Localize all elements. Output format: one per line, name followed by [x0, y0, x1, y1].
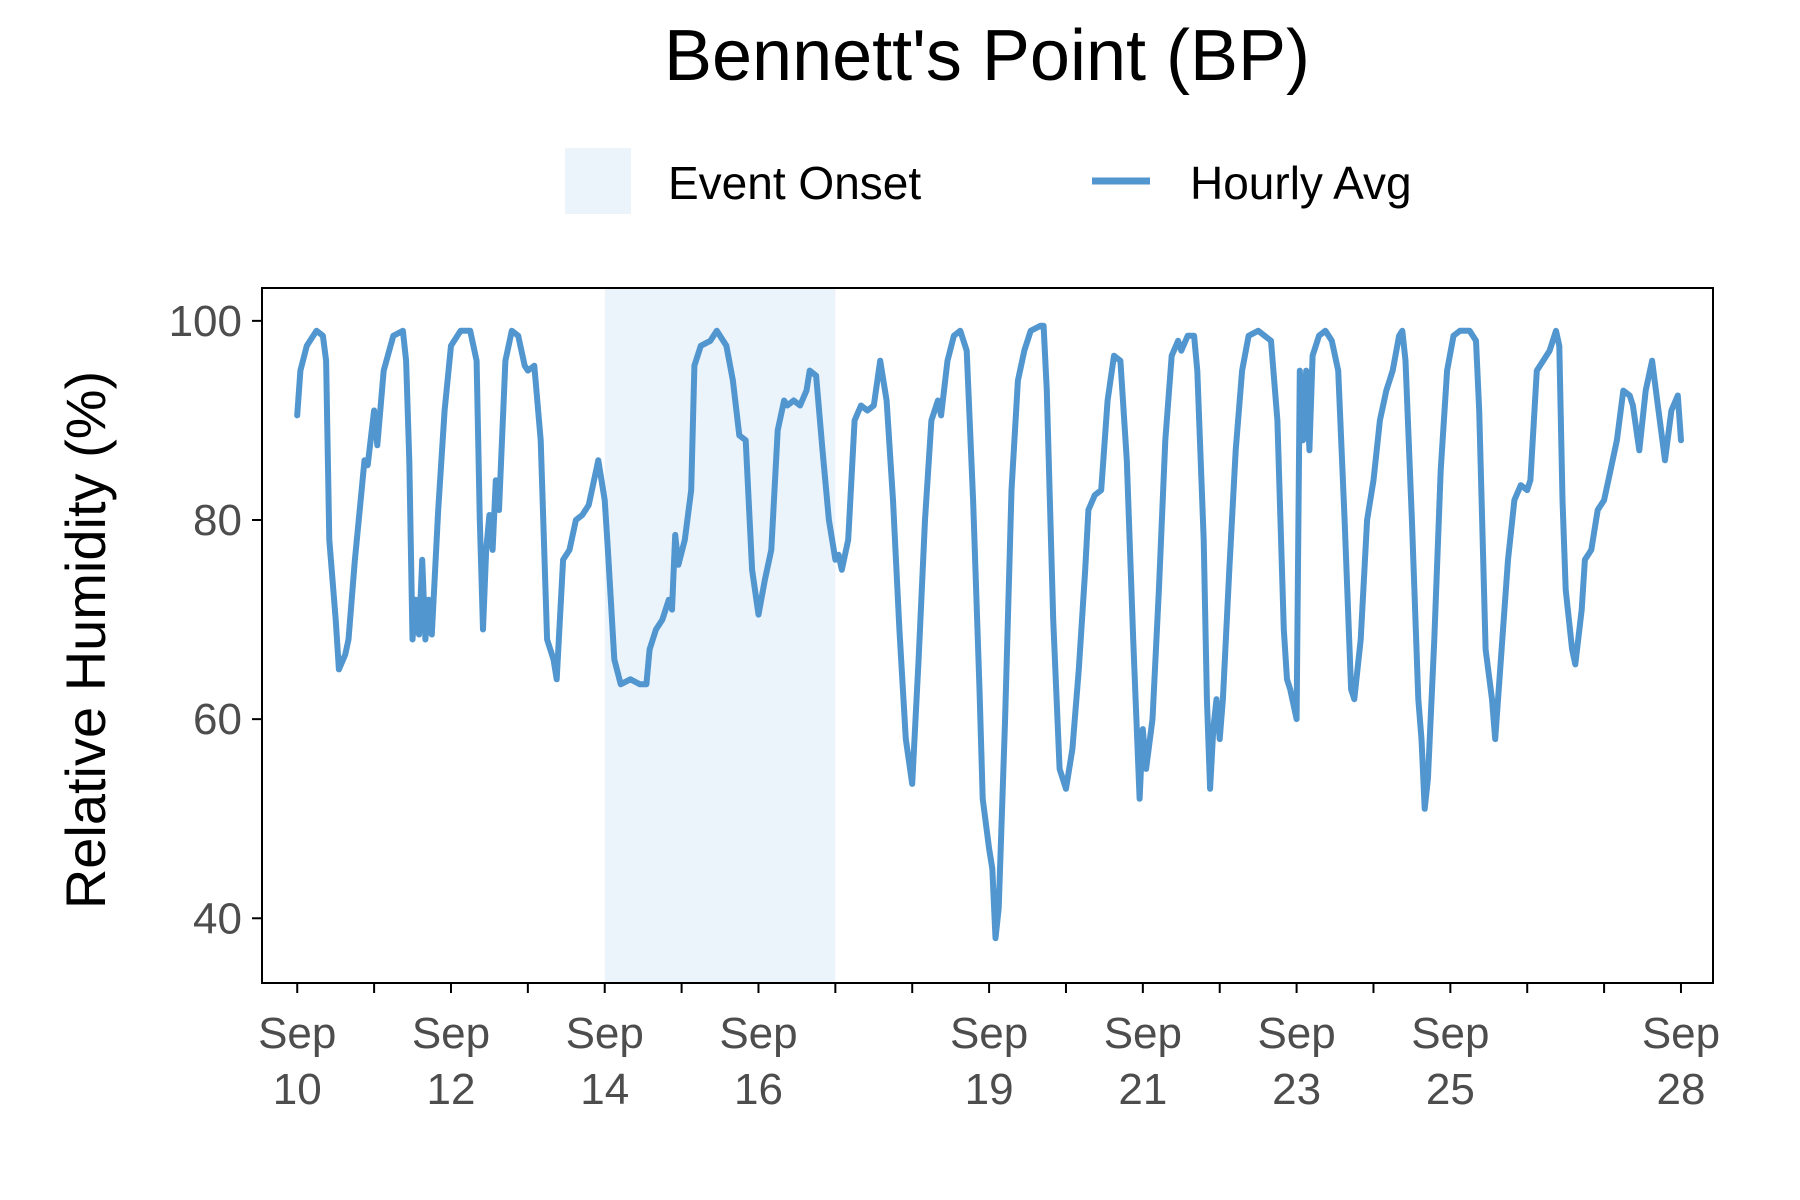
legend: Event Onset Hourly Avg — [565, 148, 1412, 214]
x-tick-label: Sep 10 — [258, 1009, 336, 1114]
series-layer — [294, 322, 1684, 942]
x-tick-label: Sep 25 — [1411, 1009, 1489, 1114]
series-line-hourly-avg — [294, 322, 1684, 942]
plot-panel-border — [261, 287, 1714, 984]
x-tick-label: Sep 16 — [719, 1009, 797, 1114]
x-tick-label: Sep 23 — [1257, 1009, 1335, 1114]
legend-key-event-onset — [565, 148, 631, 214]
event-band-layer — [604, 288, 836, 983]
y-tick-label: 100 — [169, 297, 242, 346]
legend-label-hourly-avg: Hourly Avg — [1190, 157, 1412, 209]
y-axis-title: Relative Humidity (%) — [54, 371, 117, 909]
x-axis: Sep 10 Sep 12 Sep 14 Sep 16 Sep 19 Sep 21 Sep 23 Sep 25… — [258, 983, 1720, 1114]
event-onset-band — [604, 288, 836, 983]
x-tick-label: Sep 14 — [566, 1009, 644, 1114]
y-tick-label: 80 — [193, 496, 242, 545]
legend-label-event-onset: Event Onset — [668, 157, 921, 209]
y-axis: 40 60 80 100 — [169, 297, 262, 943]
y-tick-label: 40 — [193, 894, 242, 943]
x-tick-label: Sep 12 — [412, 1009, 490, 1114]
chart-title: Bennett's Point (BP) — [664, 16, 1310, 96]
x-tick-label: Sep 21 — [1104, 1009, 1182, 1114]
y-tick-label: 60 — [193, 695, 242, 744]
x-tick-label: Sep 28 — [1642, 1009, 1720, 1114]
x-tick-label: Sep 19 — [950, 1009, 1028, 1114]
